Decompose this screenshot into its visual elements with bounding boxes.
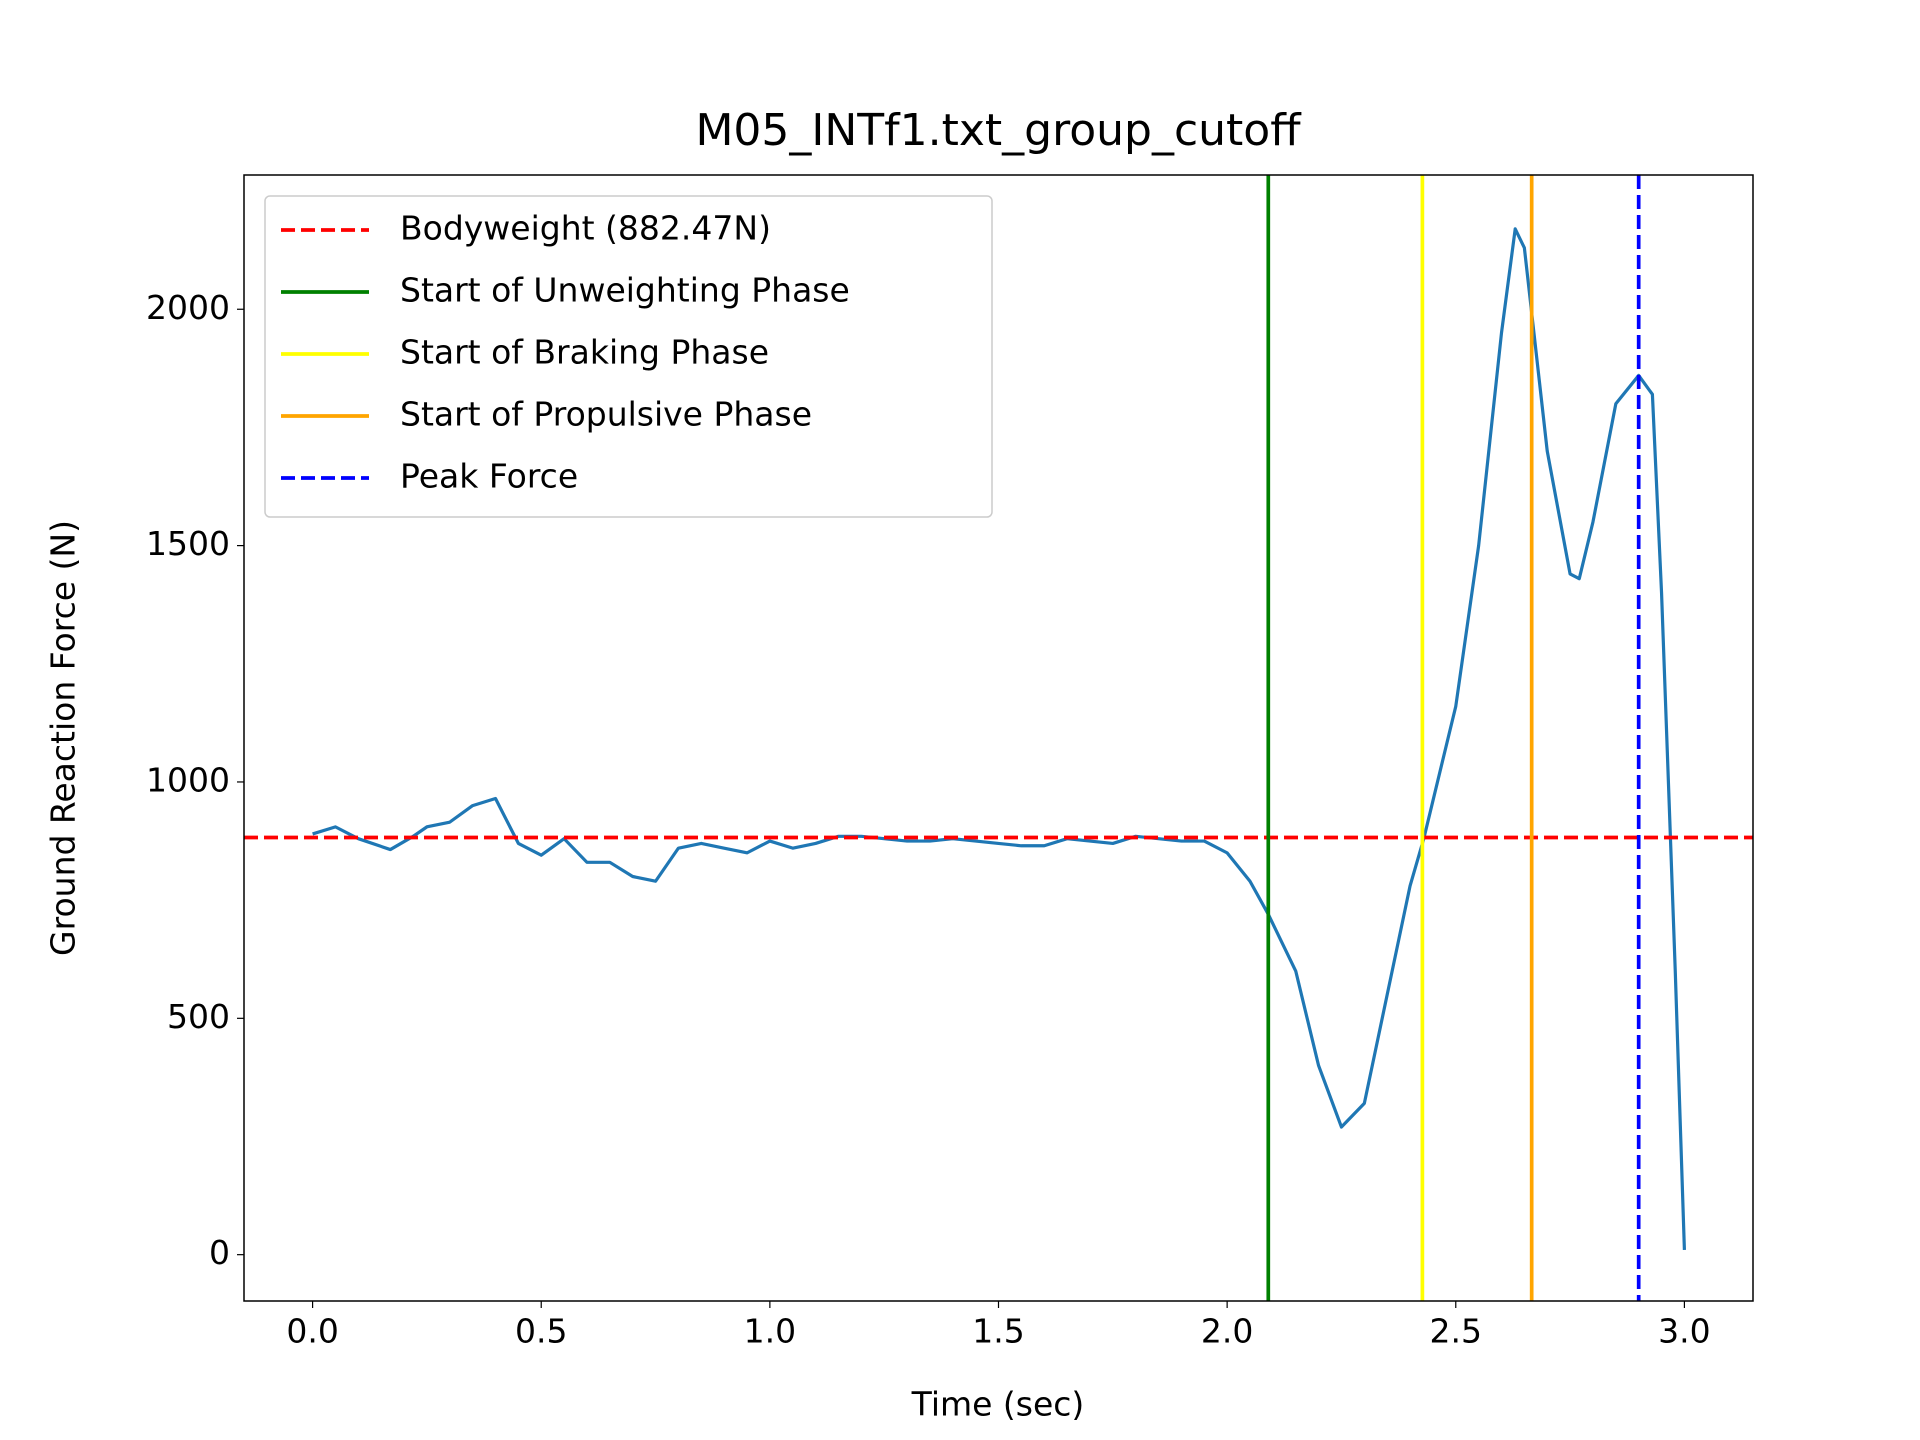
legend-label: Bodyweight (882.47N) [400,209,771,248]
x-tick-label: 3.0 [1658,1312,1710,1351]
y-tick-label: 0 [209,1233,230,1272]
x-tick-label: 2.0 [1201,1312,1253,1351]
plot-frame [243,174,1754,1302]
x-tick-label: 0.0 [286,1312,338,1351]
x-tick-label: 2.5 [1430,1312,1482,1351]
y-tick-label: 1000 [146,760,230,799]
plot-area [244,175,1753,1301]
x-axis-label: Time (sec) [911,1385,1085,1424]
chart-title: M05_INTf1.txt_group_cutoff [695,105,1302,156]
x-tick-label: 1.0 [744,1312,796,1351]
legend-label: Start of Unweighting Phase [400,271,850,310]
legend-label: Peak Force [400,457,578,496]
y-tick-label: 2000 [146,288,230,327]
y-tick-label: 1500 [146,524,230,563]
legend-box [264,195,993,518]
x-tick-label: 0.5 [515,1312,567,1351]
legend-label: Start of Propulsive Phase [400,395,812,434]
x-tick-label: 1.5 [972,1312,1024,1351]
legend-label: Start of Braking Phase [400,333,769,372]
y-axis-label: Ground Reaction Force (N) [44,520,83,956]
y-tick-label: 500 [167,997,230,1036]
